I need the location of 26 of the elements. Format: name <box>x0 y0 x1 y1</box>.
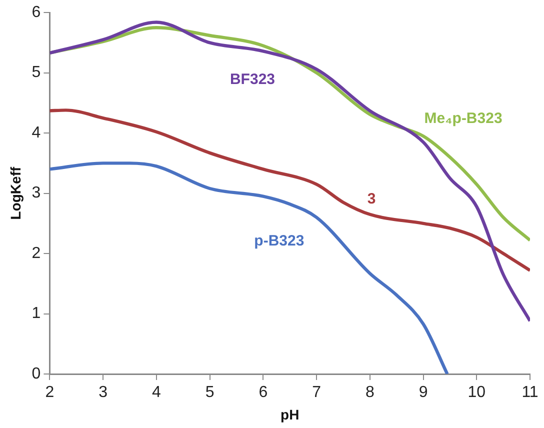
y-tick-label: 3 <box>32 184 41 202</box>
y-tick-label: 4 <box>32 124 41 142</box>
x-tick-label: 10 <box>468 384 486 402</box>
x-tick-label: 11 <box>522 384 538 402</box>
line-series <box>50 108 530 272</box>
x-axis-title: pH <box>280 406 300 422</box>
x-tick-label: 6 <box>258 384 268 402</box>
x-tick-label: 4 <box>152 384 161 402</box>
series-label: BF323 <box>230 71 276 88</box>
x-tick-label: 7 <box>312 384 322 402</box>
x-tick-label: 2 <box>45 384 54 402</box>
series-label: Me₄p-B323 <box>424 110 502 127</box>
y-tick-label: 1 <box>32 305 41 322</box>
x-tick-label: 9 <box>418 384 428 402</box>
y-tick-label: 5 <box>32 64 41 82</box>
y-tick-label: 2 <box>32 244 41 262</box>
y-axis-title: LogKeff <box>7 166 24 220</box>
x-tick-label: 8 <box>365 384 374 402</box>
x-tick-label: 5 <box>205 384 214 402</box>
y-tick-label: 6 <box>32 4 41 22</box>
series-label: 3 <box>367 190 376 208</box>
line-series <box>50 20 530 323</box>
x-tick-label: 3 <box>98 384 108 402</box>
line-series <box>50 162 449 374</box>
y-tick-label: 0 <box>32 365 41 382</box>
series-label: p-B323 <box>254 232 304 250</box>
